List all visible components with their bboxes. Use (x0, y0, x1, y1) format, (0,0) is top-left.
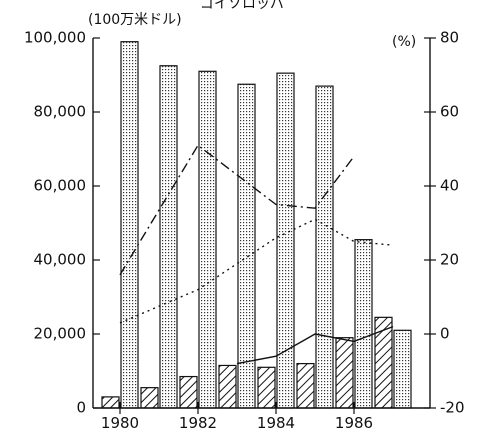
hatched-bar-1984 (257, 366, 276, 409)
dotted-bar-series (120, 41, 412, 409)
solid-line-series (236, 325, 394, 365)
hatched-bar-1982 (179, 375, 198, 409)
left-tick-label: 40,000 (34, 251, 87, 269)
dash-dot-line-series (119, 144, 355, 276)
right-tick-label: 80 (440, 29, 459, 47)
left-tick-label: 100,000 (24, 29, 86, 47)
hatched-bar-1981 (140, 387, 159, 409)
right-axis-unit: (%) (392, 34, 416, 50)
dotted-bar-1984 (276, 72, 295, 409)
right-tick-label: 20 (440, 251, 459, 269)
chart-title: ゴイゾロッパ (200, 0, 284, 12)
dotted-bar-1982 (198, 70, 217, 409)
hatched-bar-1986 (335, 337, 354, 409)
line-series-group (119, 144, 394, 365)
right-axis-ticks: -20 0 20 40 60 80 (424, 29, 465, 417)
x-tick-label: 1986 (335, 414, 373, 432)
dotted-bar-1980 (120, 41, 139, 409)
left-tick-label: 60,000 (34, 177, 87, 195)
left-tick-label: 80,000 (34, 103, 87, 121)
left-tick-label: 0 (76, 399, 86, 417)
x-tick-label: 1982 (179, 414, 217, 432)
x-tick-label: 1984 (257, 414, 295, 432)
dotted-bar-1981 (159, 65, 178, 409)
hatched-bar-1980 (101, 396, 120, 409)
x-axis-ticks: 1980 1982 1984 1986 (101, 402, 373, 432)
hatched-bar-series (101, 316, 393, 409)
left-tick-label: 20,000 (34, 325, 87, 343)
dotted-bar-1985 (315, 85, 334, 409)
right-tick-label: 40 (440, 177, 459, 195)
hatched-bar-1985 (296, 363, 315, 409)
right-tick-label: 60 (440, 103, 459, 121)
dotted-bar-1986 (354, 239, 373, 409)
x-tick-label: 1980 (101, 414, 139, 432)
right-tick-label: 0 (440, 325, 450, 343)
dotted-line-series (119, 218, 394, 324)
dotted-bar-1987 (393, 329, 412, 409)
left-axis-ticks: 0 20,000 40,000 60,000 80,000 100,000 (24, 29, 100, 417)
left-axis-unit: (100万米ドル) (88, 12, 182, 28)
hatched-bar-1983 (218, 364, 237, 409)
dotted-bar-1983 (237, 83, 256, 409)
right-tick-label: -20 (440, 399, 465, 417)
